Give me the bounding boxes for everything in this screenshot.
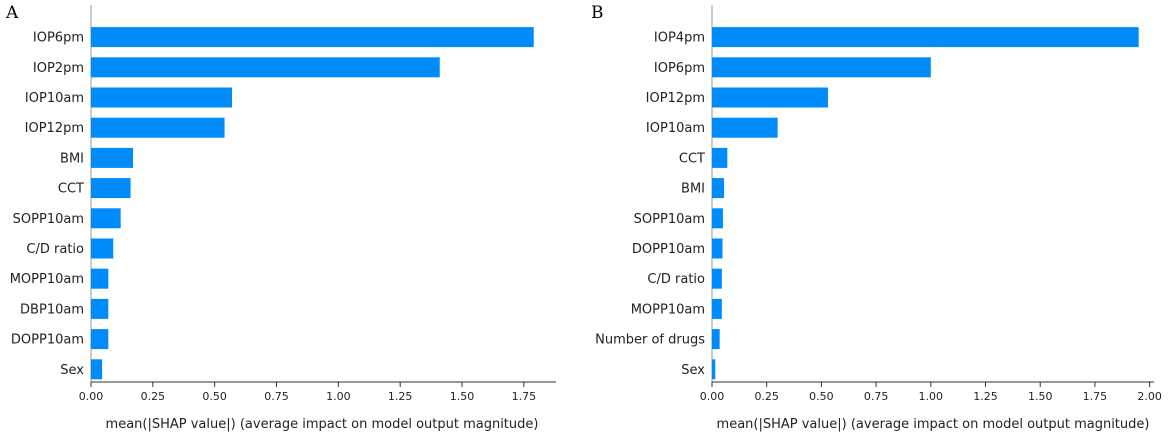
panel-b-category-label: BMI — [681, 182, 705, 197]
panel-a-x-tick-label: 1.50 — [450, 390, 475, 403]
panel-b-category-label: C/D ratio — [647, 272, 705, 287]
panel-a-label: A — [5, 3, 19, 23]
panel-a-x-tick-label: 0.75 — [264, 390, 289, 403]
panel-b-x-tick-label: 1.25 — [973, 390, 998, 403]
panel-b-x-tick-label: 1.75 — [1083, 390, 1108, 403]
panel-a-x-tick-label: 1.75 — [512, 390, 537, 403]
panel-a-bar — [91, 329, 109, 350]
panel-b-x-tick-label: 1.00 — [919, 390, 944, 403]
panel-b-category-label: IOP10am — [646, 121, 705, 136]
panel-a-x-tick-label: 1.25 — [388, 390, 413, 403]
panel-b-x-tick-label: 0.50 — [809, 390, 834, 403]
panel-b-category-label: IOP12pm — [646, 91, 705, 106]
panel-a-chart: A mean(|SHAP value|) (average impact on … — [5, 3, 556, 432]
panel-a-x-tick-label: 0.50 — [202, 390, 227, 403]
panel-b-label: B — [591, 3, 604, 23]
panel-b-bar — [712, 147, 728, 168]
panel-a-category-label: BMI — [60, 151, 84, 166]
panel-b-x-tick-label: 2.00 — [1137, 390, 1162, 403]
panel-a-x-axis-title: mean(|SHAP value|) (average impact on mo… — [106, 417, 539, 432]
panel-a-bar — [91, 268, 109, 289]
panel-a-bar — [91, 359, 103, 380]
panel-a-bar — [91, 27, 534, 48]
panel-a-bar — [91, 147, 134, 168]
panel-b-x-axis-title: mean(|SHAP value|) (average impact on mo… — [717, 417, 1150, 432]
panel-b-category-label: IOP4pm — [654, 31, 705, 46]
panel-a-category-label: MOPP10am — [10, 272, 84, 287]
panel-b-bar — [712, 238, 723, 259]
panel-b-bar — [712, 117, 778, 138]
panel-a-category-label: DBP10am — [20, 302, 84, 317]
panel-a-x-tick-label: 0.25 — [141, 390, 166, 403]
panel-b-x-tick-label: 0.25 — [754, 390, 779, 403]
panel-a-bar — [91, 117, 225, 138]
panel-b-category-label: DOPP10am — [632, 242, 705, 257]
panel-b-category-label: IOP6pm — [654, 61, 705, 76]
panel-b-bar — [712, 298, 722, 319]
panel-b-x-tick-label: 1.50 — [1028, 390, 1053, 403]
panel-b-x-tick-label: 0.75 — [864, 390, 889, 403]
panel-a-bar — [91, 298, 109, 319]
panel-a-bar — [91, 87, 232, 108]
panel-b-category-label: SOPP10am — [634, 212, 705, 227]
panel-b-category-label: Sex — [681, 363, 705, 378]
panel-a-category-label: Sex — [60, 363, 84, 378]
panel-b-bar — [712, 208, 723, 229]
panel-b-bar — [712, 268, 722, 289]
panel-b-bar — [712, 178, 725, 199]
panel-b-bar — [712, 87, 828, 108]
panel-a-bar — [91, 208, 121, 229]
panel-b-bar — [712, 329, 720, 350]
panel-a-category-label: IOP12pm — [25, 121, 84, 136]
panel-a-category-label: DOPP10am — [11, 333, 84, 348]
panel-a-x-tick-label: 0.00 — [79, 390, 104, 403]
panel-b-category-label: MOPP10am — [631, 302, 705, 317]
panel-a-bar — [91, 238, 114, 259]
panel-a-category-label: IOP6pm — [33, 31, 84, 46]
panel-a-x-tick-label: 1.00 — [326, 390, 351, 403]
panel-a-bar — [91, 57, 440, 78]
panel-b-category-label: Number of drugs — [595, 333, 705, 348]
panel-b-bar — [712, 359, 716, 380]
panel-a-bar — [91, 178, 131, 199]
panel-a-category-label: CCT — [58, 182, 84, 197]
panel-a-category-label: C/D ratio — [26, 242, 84, 257]
panel-b-bar — [712, 27, 1139, 48]
panel-b-chart: B mean(|SHAP value|) (average impact on … — [591, 3, 1162, 432]
panel-b-category-label: CCT — [679, 151, 705, 166]
panel-a-category-label: IOP10am — [25, 91, 84, 106]
panel-b-bar — [712, 57, 931, 78]
panel-a-category-label: IOP2pm — [33, 61, 84, 76]
panel-b-x-tick-label: 0.00 — [700, 390, 725, 403]
panel-a-category-label: SOPP10am — [13, 212, 84, 227]
